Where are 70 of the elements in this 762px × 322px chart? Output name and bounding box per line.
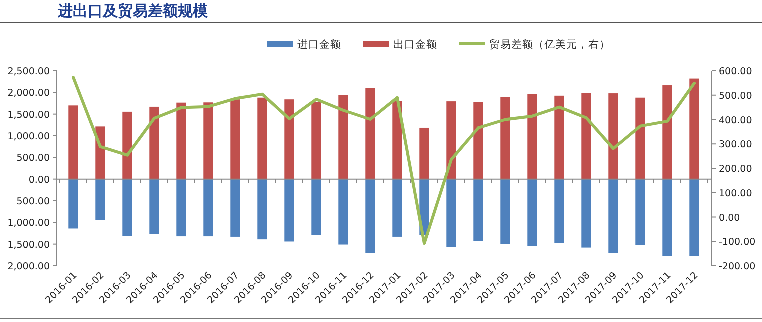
legend-label: 贸易差额（亿美元，右） — [490, 38, 610, 51]
y2-tick-label: 600.00 — [719, 66, 752, 78]
bar — [68, 179, 78, 229]
bar — [312, 179, 322, 236]
bar — [366, 88, 376, 180]
y2-tick-label: 400.00 — [719, 115, 752, 126]
bar — [96, 179, 106, 220]
y-tick-label: 500.00 — [16, 196, 50, 208]
legend-label: 出口金额 — [394, 38, 438, 51]
y-tick-label: 2,000.00 — [8, 88, 50, 100]
y-tick-label: 0.00 — [28, 174, 50, 186]
bar — [122, 179, 132, 236]
y-tick-label: 500.00 — [16, 153, 50, 164]
bar — [420, 128, 430, 180]
bar — [662, 86, 672, 180]
y2-tick-label: -100.00 — [719, 237, 756, 248]
bar — [68, 106, 78, 180]
bar — [338, 179, 348, 245]
y-tick-label: 2,500.00 — [8, 66, 50, 78]
y-tick-label: 2,000.00 — [8, 262, 50, 272]
y-tick-label: 1,500.00 — [8, 110, 50, 121]
bar — [554, 96, 564, 180]
bar — [204, 179, 214, 237]
bar — [690, 179, 700, 256]
y-tick-label: 1,500.00 — [8, 240, 50, 251]
y2-tick-label: 100.00 — [719, 188, 752, 200]
bar — [582, 179, 592, 248]
bar — [204, 102, 214, 180]
bar — [446, 102, 456, 180]
bar — [176, 102, 186, 180]
bar — [500, 97, 510, 180]
bar — [636, 98, 646, 180]
bar — [446, 179, 456, 248]
bar — [662, 179, 672, 256]
bar — [176, 179, 186, 237]
bar — [608, 94, 618, 180]
bar — [474, 179, 484, 242]
bar — [528, 94, 538, 180]
y2-tick-label: 500.00 — [719, 90, 752, 102]
bar — [500, 179, 510, 244]
bar — [284, 100, 294, 180]
y2-tick-label: 200.00 — [719, 164, 752, 175]
y2-tick-label: 0.00 — [719, 212, 740, 224]
y2-tick-label: -200.00 — [719, 262, 756, 272]
bar — [258, 98, 268, 180]
bar — [392, 101, 402, 180]
bar — [528, 179, 538, 246]
bar — [284, 179, 294, 242]
bar — [554, 179, 564, 244]
bar — [312, 102, 322, 180]
bar — [258, 179, 268, 240]
legend-label: 进口金额 — [298, 38, 342, 51]
bar — [366, 179, 376, 253]
bar — [636, 179, 646, 246]
bar — [150, 106, 160, 180]
bar — [230, 100, 240, 180]
bar — [338, 95, 348, 180]
bar — [608, 179, 618, 253]
bar — [474, 102, 484, 180]
bar — [150, 179, 160, 234]
bar — [230, 179, 240, 237]
line-series — [72, 76, 696, 246]
chart-title: 进出口及贸易差额规模 — [58, 2, 208, 21]
y-tick-label: 1,000.00 — [8, 132, 50, 142]
bar — [690, 78, 700, 180]
bar — [582, 93, 592, 180]
y2-tick-label: 300.00 — [719, 140, 752, 151]
y-tick-label: 1,000.00 — [8, 218, 50, 230]
bar — [122, 112, 132, 180]
bar — [392, 179, 402, 237]
